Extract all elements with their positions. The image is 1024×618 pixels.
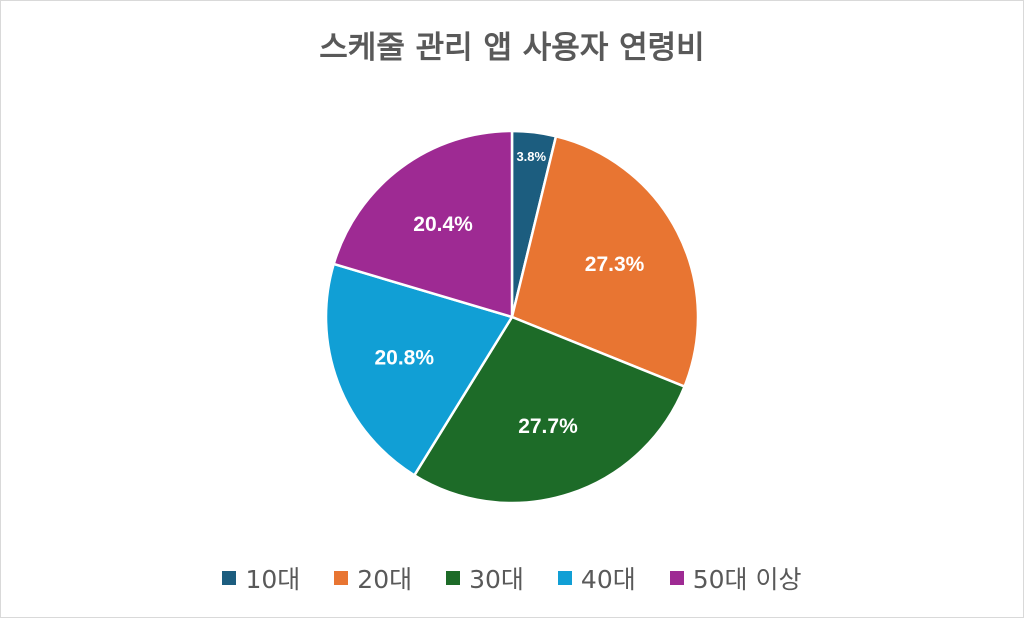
legend-swatch bbox=[446, 571, 461, 585]
legend-swatch bbox=[222, 571, 237, 585]
legend-label: 30대 bbox=[469, 565, 524, 594]
data-label-50대-이상: 20.4% bbox=[413, 213, 473, 236]
pie-slice-30대 bbox=[413, 315, 686, 505]
legend: 10대 20대 30대 40대 50대 이상 bbox=[0, 560, 1024, 596]
pie-slice-50대-이상 bbox=[332, 129, 514, 319]
legend-label: 20대 bbox=[357, 565, 413, 594]
legend-item-30대: 30대 bbox=[446, 560, 524, 596]
legend-item-10대: 10대 bbox=[222, 560, 300, 596]
data-label-20대: 27.3% bbox=[585, 253, 645, 276]
data-label-40대: 20.8% bbox=[374, 347, 434, 370]
data-label-30대: 27.7% bbox=[518, 415, 578, 438]
legend-swatch bbox=[669, 571, 684, 585]
legend-label: 10대 bbox=[245, 565, 301, 594]
legend-item-50대-이상: 50대 이상 bbox=[669, 560, 802, 596]
pie-slice-20대 bbox=[510, 135, 700, 388]
data-label-10대: 3.8% bbox=[516, 149, 546, 164]
legend-swatch bbox=[334, 571, 349, 585]
chart-title: 스케줄 관리 앱 사용자 연령비 bbox=[319, 30, 705, 66]
legend-swatch bbox=[557, 571, 572, 585]
legend-label: 50대 이상 bbox=[692, 565, 802, 594]
pie-slice-40대 bbox=[324, 262, 514, 477]
legend-item-40대: 40대 bbox=[557, 560, 636, 596]
legend-item-20대: 20대 bbox=[334, 560, 412, 596]
legend-label: 40대 bbox=[580, 565, 636, 594]
